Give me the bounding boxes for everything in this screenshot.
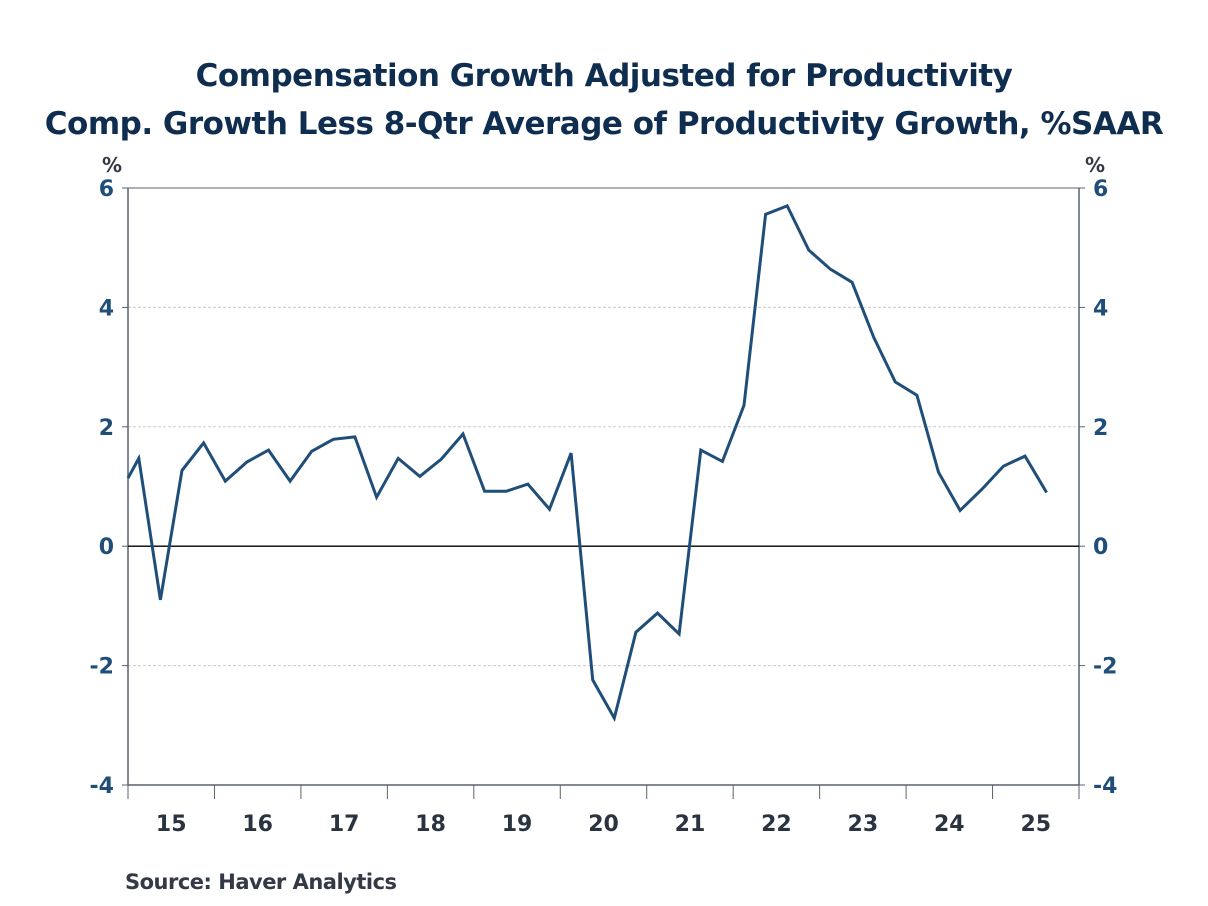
y-tick-label-right: -4	[1093, 774, 1117, 799]
y-tick-label-right: 2	[1093, 416, 1108, 441]
y-axis-label-right: %	[1085, 153, 1105, 177]
x-tick-label: 24	[934, 812, 965, 837]
x-tick-label: 19	[502, 812, 533, 837]
y-tick-label-right: 4	[1093, 296, 1108, 321]
y-tick-label-right: 0	[1093, 535, 1108, 560]
x-tick-label: 16	[242, 812, 273, 837]
x-tick-label: 21	[675, 812, 706, 837]
series-line	[126, 204, 1048, 723]
y-tick-label-left: 2	[99, 416, 114, 441]
y-axis-label-left: %	[102, 153, 122, 177]
x-tick-label: 22	[761, 812, 792, 837]
x-tick-label: 17	[329, 812, 360, 837]
x-tick-label: 20	[588, 812, 619, 837]
y-tick-label-left: -2	[90, 655, 114, 680]
y-tick-label-left: 0	[99, 535, 114, 560]
chart-subtitle: Comp. Growth Less 8-Qtr Average of Produ…	[44, 106, 1164, 142]
y-tick-label-left: 4	[99, 296, 114, 321]
chart-title: Compensation Growth Adjusted for Product…	[195, 58, 1013, 94]
y-tick-label-left: 6	[99, 177, 114, 202]
y-tick-label-right: -2	[1093, 655, 1117, 680]
y-tick-label-left: -4	[90, 774, 114, 799]
y-tick-label-right: 6	[1093, 177, 1108, 202]
x-tick-label: 25	[1020, 812, 1051, 837]
x-tick-label: 15	[156, 812, 187, 837]
x-tick-label: 18	[415, 812, 446, 837]
source-note: Source: Haver Analytics	[125, 870, 397, 894]
x-tick-label: 23	[848, 812, 879, 837]
